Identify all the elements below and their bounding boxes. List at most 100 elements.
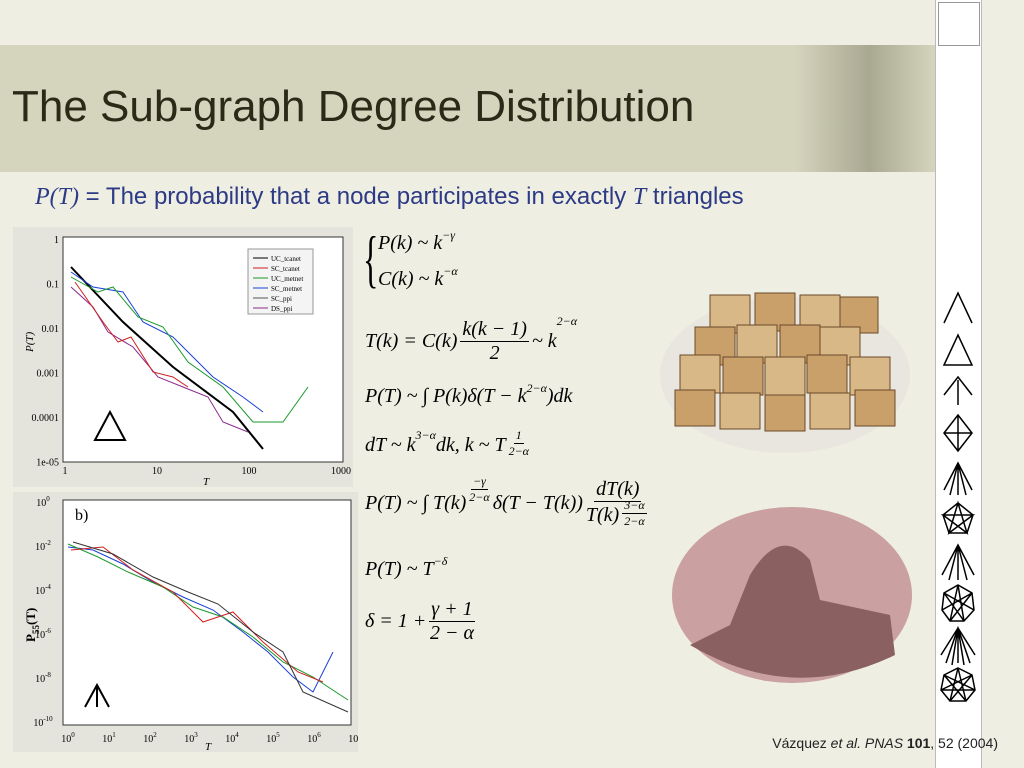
math-text: −γ — [442, 228, 455, 242]
tick-exponent: 2 — [153, 731, 157, 739]
superscript: 2−α — [557, 314, 577, 329]
fraction: dT(k) T(k) 3−α 2−α — [586, 478, 650, 529]
brace: { — [363, 223, 379, 294]
tick-exponent: -10 — [43, 715, 53, 723]
y-tick-label: 100 — [36, 495, 50, 509]
x-tick-label: 100 — [61, 731, 75, 745]
text: = The probability that a node participat… — [79, 183, 633, 210]
title: The Sub-graph Degree Distribution — [12, 82, 695, 131]
math-text: −δ — [433, 554, 448, 568]
tick-base: 10 — [143, 734, 153, 745]
y-tick-label: 0.0001 — [32, 413, 60, 424]
math-text: C(k) ~ k — [378, 268, 444, 290]
triangle-icon — [93, 409, 127, 441]
legend-label: SC_metnet — [271, 285, 302, 293]
y-tick-label: 0.01 — [42, 324, 60, 335]
math-text: T(k) = C(k) — [365, 330, 458, 352]
denominator: 2 — [490, 342, 500, 365]
blocks-image — [660, 292, 910, 453]
tick-base: 10 — [33, 718, 43, 729]
sphinx-image — [672, 507, 912, 683]
y-tick-label: 1 — [54, 235, 59, 246]
fraction: 1 2−α — [509, 428, 529, 459]
math-text: dT ~ k — [365, 434, 416, 456]
fraction: 3−α 2−α — [622, 498, 647, 529]
fit-line — [70, 266, 264, 450]
tick-exponent: 0 — [71, 731, 75, 739]
tick-base: 10 — [266, 734, 276, 745]
superscript: −α — [443, 264, 457, 279]
series-line — [72, 541, 349, 713]
series-line — [70, 546, 324, 683]
superscript: −γ — [442, 228, 455, 243]
tick-base: 10 — [184, 734, 194, 745]
math-text: 2−α — [508, 444, 529, 458]
math-text: dk, k ~ T — [435, 434, 506, 456]
series-line — [70, 271, 264, 413]
plot-frame — [62, 499, 352, 726]
legend-box — [247, 248, 314, 315]
tick-base: 10 — [35, 586, 45, 597]
series-line — [70, 276, 309, 423]
series-line — [67, 543, 349, 701]
tick-exponent: -6 — [45, 627, 51, 635]
sphinx — [690, 545, 895, 678]
tick-base: 10 — [35, 674, 45, 685]
math-text: k(k − 1) — [462, 318, 527, 340]
tick-base: 10 — [307, 734, 317, 745]
x-tick-label: 106 — [307, 731, 321, 745]
numerator: 3−α — [622, 498, 647, 514]
x-tick-label: 107 — [348, 731, 358, 745]
text: PNAS — [861, 735, 907, 751]
tick-exponent: 3 — [194, 731, 198, 739]
math-text: P(k) ~ k — [378, 232, 443, 254]
math-text: 2−α — [526, 381, 547, 395]
tick-base: 10 — [225, 734, 235, 745]
numerator: k(k − 1) — [460, 318, 529, 342]
equation: P(T) ~ ∫ P(k)δ(T − k 2−α)dk — [365, 381, 573, 408]
math-text: 2 − α — [429, 622, 474, 644]
superscript: 3−α 2−α — [619, 498, 649, 529]
denominator: 2−α — [624, 514, 644, 529]
tick-exponent: -4 — [45, 583, 51, 591]
math-text: ~ k — [531, 330, 557, 352]
superscript: 1 2−α — [506, 428, 532, 459]
math-text: dT(k) — [596, 478, 640, 500]
y-tick-label: 10-10 — [33, 715, 53, 729]
legend-label: DS_ppi — [271, 305, 292, 313]
equation: T(k) = C(k) k(k − 1) 2 ~ k 2−α — [365, 314, 577, 365]
tick-base: 10 — [61, 734, 71, 745]
subtitle: P(T) = The probability that a node parti… — [35, 183, 744, 211]
legend-label: UC_metnet — [271, 275, 303, 283]
math-text: δ(T − T(k)) — [492, 492, 583, 514]
denominator: 2−α — [469, 490, 489, 505]
math-text: δ = 1 + — [365, 610, 427, 632]
var: P(T) — [35, 184, 79, 210]
y-tick-label: 0.001 — [37, 369, 60, 380]
tick-exponent: 6 — [317, 731, 321, 739]
numerator: γ + 1 — [429, 598, 475, 622]
citation: Vázquez et al. PNAS 101, 52 (2004) — [772, 735, 998, 751]
fraction: k(k − 1) 2 — [460, 318, 529, 365]
superscript: 3−α — [415, 428, 435, 443]
superscript: −δ — [434, 554, 448, 569]
y-tick-label: 10-8 — [35, 671, 51, 685]
x-tick-label: 102 — [143, 731, 157, 745]
math-text: )dk — [546, 385, 573, 407]
tick-exponent: 1 — [112, 731, 116, 739]
label-part: 55 — [31, 625, 41, 635]
label-part: P — [23, 634, 38, 642]
numerator: 1 — [513, 428, 524, 444]
y-tick-label: 10-6 — [35, 627, 51, 641]
legend-label: SC_tcanet — [271, 265, 300, 273]
title-band — [0, 45, 935, 172]
text: 101 — [906, 735, 931, 751]
var: T — [632, 184, 647, 210]
x-tick-label: 104 — [225, 731, 239, 745]
side-strip — [935, 0, 982, 768]
math-text: 2−α — [469, 490, 490, 504]
math-text: P(T) ~ T — [365, 558, 434, 580]
tick-base: 10 — [35, 630, 45, 641]
